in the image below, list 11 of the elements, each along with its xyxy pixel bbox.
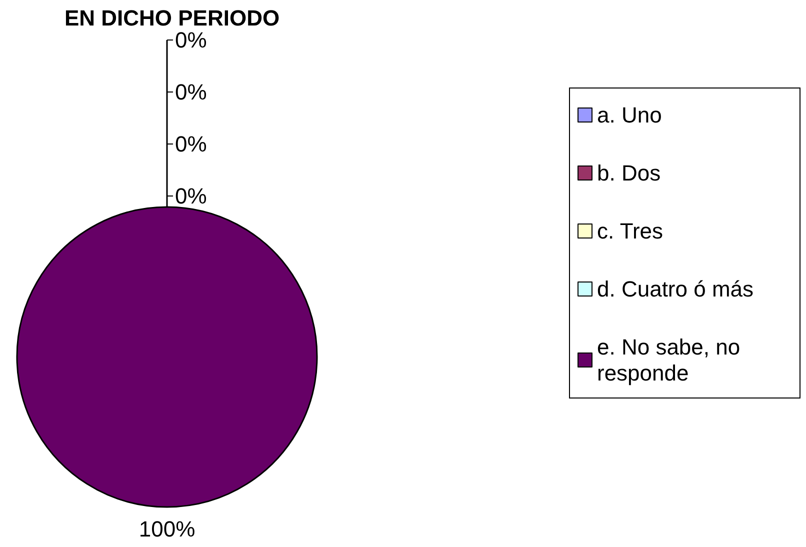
text: 0% bbox=[175, 80, 207, 104]
chart-title: EN DICHO PERIODO bbox=[64, 6, 280, 30]
data-label: 100% bbox=[138, 516, 196, 542]
legend-label: d. Cuatro ó más bbox=[597, 276, 754, 302]
text: 0% bbox=[175, 132, 207, 156]
legend-label: e. No sabe, no responde bbox=[597, 334, 746, 386]
text: 0% bbox=[175, 184, 207, 208]
legend-label: b. Dos bbox=[597, 160, 661, 186]
legend-label: c. Tres bbox=[597, 218, 664, 244]
text: 0% bbox=[175, 28, 207, 52]
legend-label: a. Uno bbox=[597, 102, 662, 128]
